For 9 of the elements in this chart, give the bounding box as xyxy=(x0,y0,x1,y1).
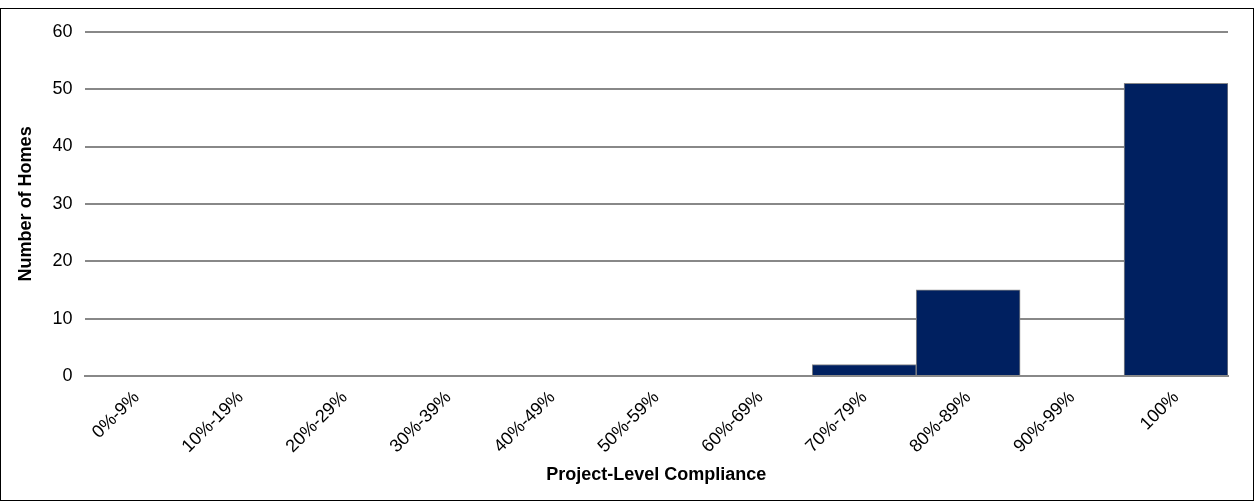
y-tick-label: 0 xyxy=(62,364,73,385)
y-tick-label: 50 xyxy=(52,78,73,99)
y-tick-label: 10 xyxy=(52,307,73,328)
y-axis-title: Number of Homes xyxy=(14,126,35,282)
y-tick-label: 60 xyxy=(52,20,73,41)
y-tick-label: 30 xyxy=(52,192,73,213)
y-tick-label: 20 xyxy=(52,250,73,271)
x-axis-title: Project-Level Compliance xyxy=(546,464,767,485)
y-tick-label: 40 xyxy=(52,135,73,156)
